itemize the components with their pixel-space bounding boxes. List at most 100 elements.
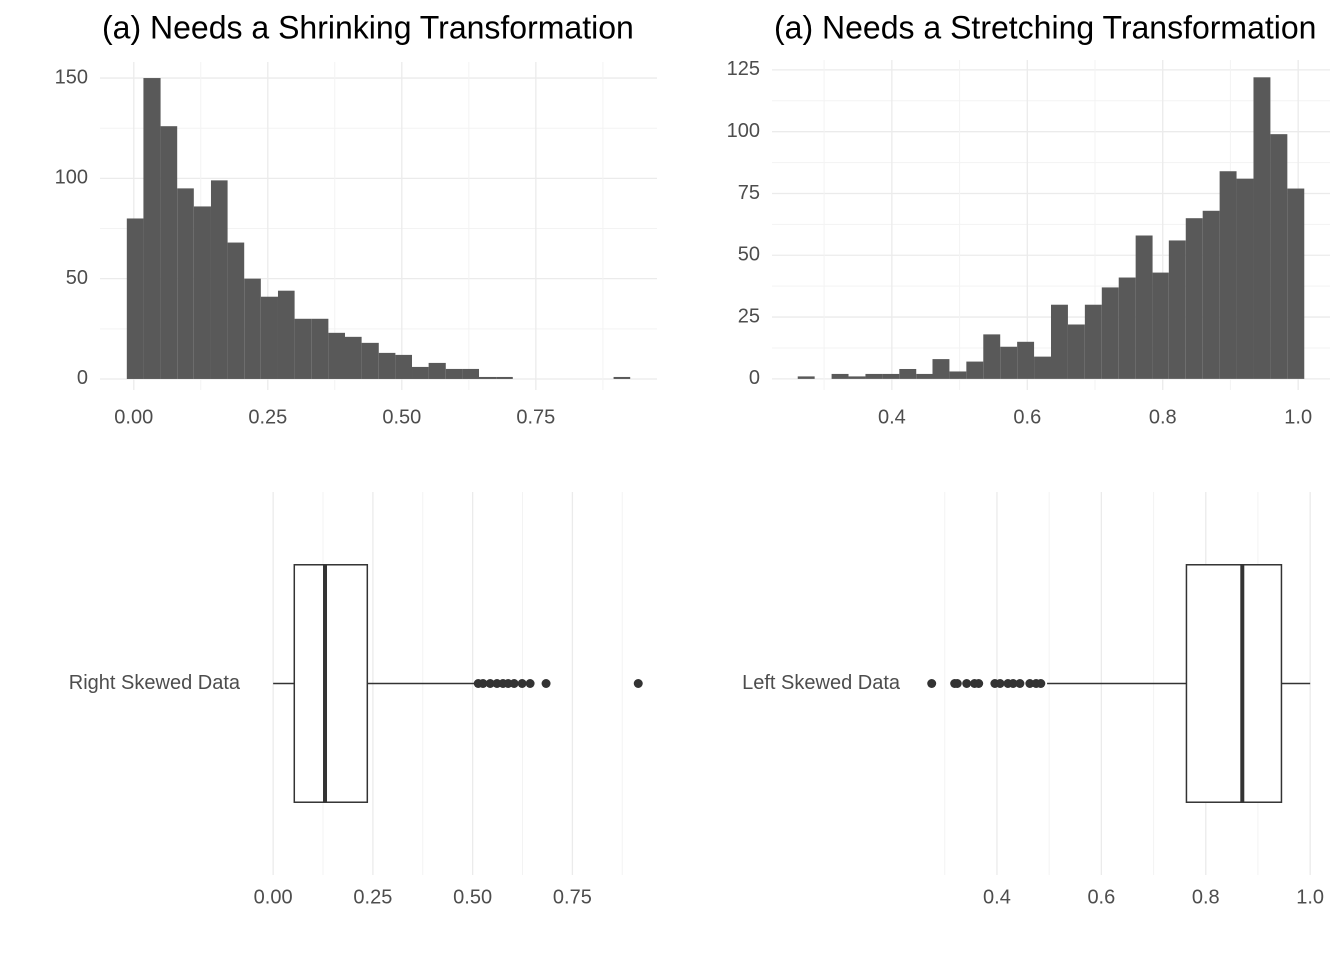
histogram-bar [1051, 304, 1068, 379]
histogram-bar [1202, 210, 1220, 379]
histogram-bar [1185, 218, 1203, 379]
y-tick-label: 100 [55, 167, 88, 189]
x-tick-label: 0.25 [248, 406, 287, 428]
x-tick-label: 0.4 [878, 406, 906, 428]
y-tick-label: 75 [738, 182, 760, 204]
outlier [1008, 679, 1018, 688]
histogram-bar [1219, 171, 1237, 379]
category-label: Right Skewed Data [69, 672, 241, 694]
y-tick-label: 0 [749, 367, 760, 389]
histogram-bar [344, 336, 362, 379]
histogram-bar [966, 361, 984, 379]
histogram-bar [1168, 240, 1186, 379]
outlier [995, 679, 1005, 688]
outlier [485, 679, 495, 688]
histogram-bar [1270, 134, 1288, 379]
histogram-bar [899, 368, 917, 379]
histogram-bar [412, 366, 429, 379]
histogram-bar [395, 354, 413, 379]
outlier [1015, 679, 1025, 688]
outlier [517, 679, 527, 688]
x-tick-label: 0.8 [1149, 406, 1177, 428]
histogram-bar [1118, 277, 1136, 379]
chart-title: (a) Needs a Stretching Transformation [774, 9, 1316, 45]
histogram-bar [479, 376, 497, 379]
outlier [1025, 679, 1035, 688]
histogram-bar [983, 334, 1001, 379]
x-tick-label: 0.50 [382, 406, 421, 428]
histogram-bar [831, 373, 849, 379]
histogram-bar [277, 290, 295, 379]
chart-title: (a) Needs a Shrinking Transformation [102, 9, 634, 45]
x-tick-label: 0.00 [114, 406, 153, 428]
histogram-bar [244, 278, 261, 379]
histogram-bar [1000, 346, 1018, 379]
histogram-bar [361, 342, 379, 379]
y-tick-label: 150 [55, 66, 88, 88]
histogram-bar [613, 376, 631, 379]
histogram-bar [311, 318, 329, 379]
histogram-bar [1152, 272, 1169, 379]
histogram-bar [210, 180, 228, 379]
histogram-bar [1034, 356, 1051, 379]
x-tick-label: 0.25 [353, 886, 392, 908]
histogram-bar [193, 206, 211, 379]
outlier [1036, 679, 1046, 688]
histogram-bar [260, 296, 278, 379]
histogram-bar [882, 373, 900, 379]
histogram-bar [848, 376, 866, 379]
histogram-bar [428, 362, 446, 379]
x-tick-label: 0.50 [453, 886, 492, 908]
histogram-bar [227, 242, 245, 379]
histogram-bar [160, 126, 178, 379]
outlier [927, 679, 937, 688]
y-tick-label: 100 [727, 120, 760, 142]
x-tick-label: 0.00 [254, 886, 293, 908]
box [1185, 564, 1283, 803]
x-tick-label: 1.0 [1296, 886, 1324, 908]
histogram-bar [1253, 77, 1271, 379]
outlier [478, 679, 488, 688]
category-label: Left Skewed Data [742, 672, 901, 694]
x-tick-label: 0.75 [516, 406, 555, 428]
outlier [525, 679, 535, 688]
y-tick-label: 125 [727, 58, 760, 80]
histogram-bar [496, 376, 513, 379]
y-tick-label: 25 [738, 305, 760, 327]
y-tick-label: 50 [738, 244, 760, 266]
histogram-bar [1067, 324, 1085, 379]
x-tick-label: 1.0 [1284, 406, 1312, 428]
histogram-bar [328, 332, 345, 379]
histogram-bar [1236, 178, 1254, 379]
x-tick-label: 0.75 [553, 886, 592, 908]
histogram-bar [1101, 287, 1119, 379]
outlier [962, 679, 972, 688]
outlier [509, 679, 519, 688]
x-tick-label: 0.6 [1013, 406, 1041, 428]
histogram-bar [1135, 235, 1153, 379]
histogram-bar [932, 359, 950, 379]
x-tick-label: 0.6 [1087, 886, 1115, 908]
y-tick-label: 50 [66, 267, 88, 289]
histogram-bar [294, 318, 312, 379]
outlier [952, 679, 962, 688]
x-tick-label: 0.8 [1192, 886, 1220, 908]
outlier [974, 679, 984, 688]
histogram-bar [1084, 304, 1102, 379]
histogram-bar [797, 376, 815, 379]
outlier [633, 679, 643, 688]
outlier [541, 679, 551, 688]
histogram-bar [445, 368, 463, 379]
histogram-bar [143, 78, 161, 379]
histogram-bar [126, 218, 144, 379]
histogram-bar [1287, 188, 1305, 379]
histogram-bar [1017, 341, 1035, 379]
box [293, 564, 369, 803]
y-tick-label: 0 [77, 367, 88, 389]
histogram-bar [177, 188, 194, 379]
histogram-bar [378, 352, 396, 379]
histogram-bar [462, 368, 480, 379]
histogram-bar [916, 373, 933, 379]
